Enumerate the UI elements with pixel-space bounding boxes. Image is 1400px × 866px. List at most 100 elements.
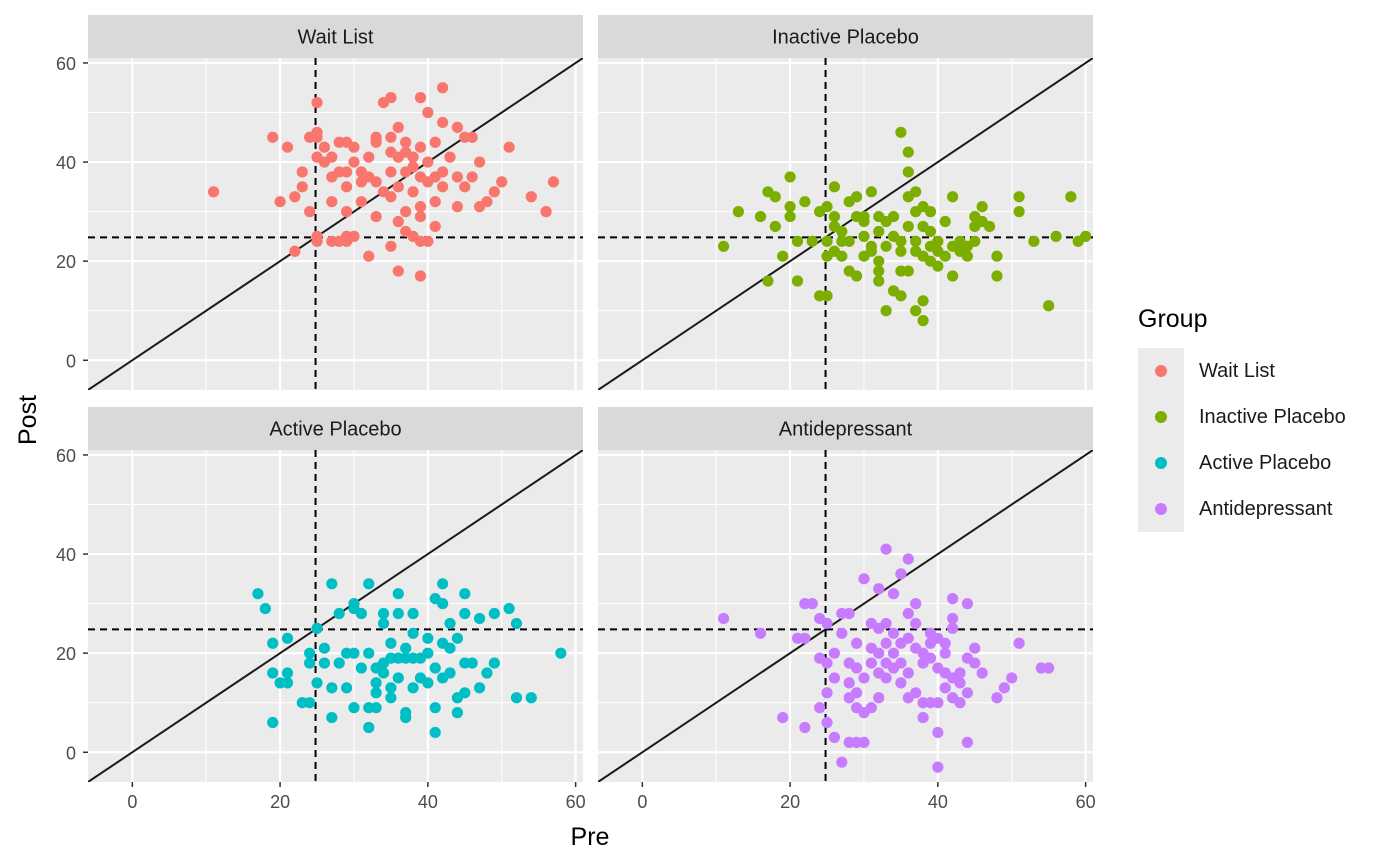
data-point [481,667,493,679]
data-point [917,711,929,724]
data-point [289,191,301,203]
y-tick-label: 40 [56,153,76,173]
data-point [828,647,841,659]
data-point [348,647,360,659]
data-point [422,677,434,689]
data-point [873,225,885,238]
data-point [821,617,833,630]
data-point [799,632,811,644]
data-point [488,186,500,198]
data-point [873,255,885,267]
data-point [333,657,345,669]
facet-strip [598,15,1093,58]
data-point [252,588,264,600]
data-point [917,295,929,307]
data-point [873,647,885,659]
data-point [762,275,774,287]
data-point [939,250,951,262]
data-point [895,677,907,689]
data-point [865,240,877,252]
data-point [991,692,1003,704]
data-point [547,176,560,188]
identity-line [598,58,1093,390]
data-point [481,196,493,208]
data-point [850,191,863,203]
data-point [932,726,944,739]
data-point [799,196,811,208]
data-point [348,598,360,610]
data-point [370,687,382,699]
facet-strip-label: Wait List [298,27,374,49]
data-point [939,637,951,649]
data-point [304,697,316,709]
data-point [784,201,796,213]
data-point [451,201,464,213]
data-point [828,731,841,744]
data-point [392,672,404,684]
data-point [939,647,951,659]
data-point [961,250,974,262]
data-point [769,220,781,233]
data-point [858,573,870,585]
data-point [510,692,523,704]
facet-strip-label: Antidepressant [779,419,913,441]
data-point [437,116,449,129]
data-point [887,210,900,223]
x-tick-label: 20 [780,792,800,812]
legend-item: Inactive Placebo [1138,394,1346,440]
data-point [791,275,804,287]
data-point [555,647,567,659]
data-point [910,305,922,317]
facet-strip [88,407,583,450]
data-point [1013,637,1025,649]
data-point [318,141,331,153]
data-point [444,617,456,630]
data-point [414,92,427,104]
data-point [348,702,360,714]
data-point [429,702,441,714]
data-point [1080,230,1092,242]
data-point [525,191,537,203]
y-tick-label: 20 [56,252,76,272]
data-point [355,662,367,674]
data-point [311,96,323,109]
data-point [385,191,397,203]
data-point [414,270,427,282]
data-point [281,677,294,689]
data-point [488,607,500,620]
data-point [1050,230,1062,242]
data-point [850,270,863,282]
data-point [924,206,937,218]
data-point [392,588,404,600]
data-point [806,598,818,610]
data-point [422,647,434,659]
data-point [902,265,914,277]
data-point [821,235,833,247]
data-point [895,235,907,247]
data-point [939,682,951,694]
legend-key [1138,440,1184,486]
data-point [473,612,486,625]
data-point [414,201,427,213]
data-point [363,647,375,659]
data-point [777,711,789,724]
data-point [466,171,478,183]
data-point [880,543,892,555]
data-point [961,687,974,699]
legend-title: Group [1138,305,1208,333]
data-point [858,672,870,684]
data-point [947,270,959,282]
data-point [318,657,331,669]
data-point [880,240,892,252]
data-point [843,607,855,620]
data-point [318,642,331,654]
data-point [784,210,796,223]
data-point [444,642,456,654]
legend-item: Antidepressant [1138,486,1346,532]
data-point [488,657,500,669]
data-point [821,201,833,213]
data-point [932,260,944,272]
data-point [769,191,781,203]
facet-strip [88,15,583,58]
data-point [717,240,730,252]
